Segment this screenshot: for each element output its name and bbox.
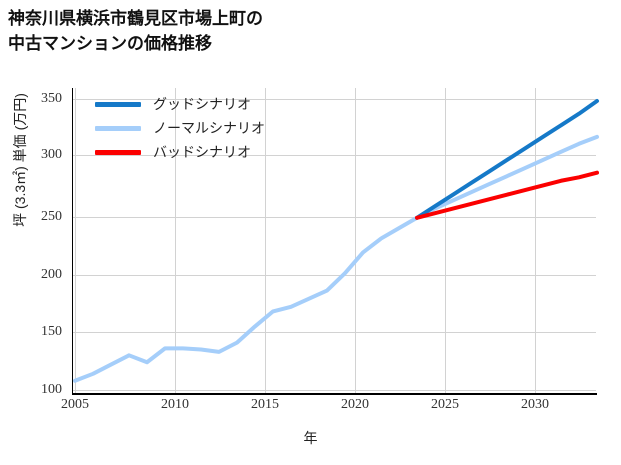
legend-item-bad[interactable]: バッドシナリオ xyxy=(95,140,265,164)
legend-swatch-normal xyxy=(95,125,141,131)
chart-legend: グッドシナリオ ノーマルシナリオ バッドシナリオ xyxy=(95,92,265,164)
legend-item-good[interactable]: グッドシナリオ xyxy=(95,92,265,116)
y-tick-300: 300 xyxy=(41,147,62,162)
x-tick-2020: 2020 xyxy=(341,397,369,412)
y-tick-100: 100 xyxy=(41,382,62,397)
legend-item-normal[interactable]: ノーマルシナリオ xyxy=(95,116,265,140)
legend-label-good: グッドシナリオ xyxy=(153,96,251,112)
page-title: 神奈川県横浜市鶴見区市場上町の 中古マンションの価格推移 xyxy=(8,6,263,56)
y-tick-350: 350 xyxy=(41,91,62,106)
y-tick-200: 200 xyxy=(41,267,62,282)
y-tick-250: 250 xyxy=(41,209,62,224)
gridline-x-2005 xyxy=(75,88,76,393)
line-normal-scenario xyxy=(73,134,599,383)
gridline-x-2020 xyxy=(355,88,356,393)
legend-swatch-bad xyxy=(95,149,141,155)
gridline-x-2015 xyxy=(265,88,266,393)
title-line-2: 中古マンションの価格推移 xyxy=(8,34,212,53)
gridline-y-200 xyxy=(73,275,596,276)
gridline-y-150 xyxy=(73,332,596,333)
x-tick-2005: 2005 xyxy=(61,397,89,412)
line-good-scenario xyxy=(415,99,599,220)
x-tick-2030: 2030 xyxy=(521,397,549,412)
x-axis-title: 年 xyxy=(303,430,318,446)
legend-label-bad: バッドシナリオ xyxy=(153,144,251,160)
x-tick-2010: 2010 xyxy=(161,397,189,412)
plot-area xyxy=(73,88,599,393)
y-tick-150: 150 xyxy=(41,324,62,339)
y-axis-title: 坪 (3.3㎡) 単価 (万円) xyxy=(12,93,28,227)
title-line-1: 神奈川県横浜市鶴見区市場上町の xyxy=(8,9,263,28)
legend-swatch-good xyxy=(95,101,141,107)
gridline-x-2010 xyxy=(175,88,176,393)
chart-lines xyxy=(73,99,599,383)
gridline-x-2025 xyxy=(445,88,446,393)
gridline-y-250 xyxy=(73,217,596,218)
gridline-x-2030 xyxy=(535,88,536,393)
legend-label-normal: ノーマルシナリオ xyxy=(153,120,265,136)
gridline-y-300 xyxy=(73,155,596,156)
x-axis-line xyxy=(72,393,597,395)
x-tick-2025: 2025 xyxy=(431,397,459,412)
x-tick-2015: 2015 xyxy=(251,397,279,412)
line-bad-scenario xyxy=(415,170,599,220)
gridline-y-350 xyxy=(73,99,596,100)
gridline-y-100 xyxy=(73,390,596,391)
